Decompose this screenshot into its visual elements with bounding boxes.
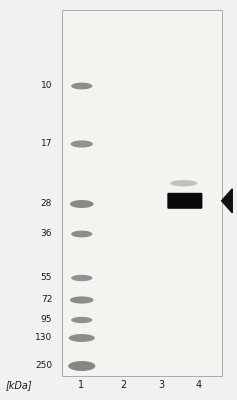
Text: 95: 95: [41, 316, 52, 324]
Ellipse shape: [71, 230, 92, 238]
Text: 1: 1: [77, 380, 84, 390]
Text: 10: 10: [41, 82, 52, 90]
Ellipse shape: [70, 296, 94, 304]
Text: 4: 4: [196, 380, 202, 390]
Text: 250: 250: [35, 362, 52, 370]
Text: 28: 28: [41, 200, 52, 208]
Bar: [62, 10, 222, 376]
Ellipse shape: [70, 140, 93, 148]
Text: 2: 2: [120, 380, 126, 390]
Text: 72: 72: [41, 296, 52, 304]
Text: 130: 130: [35, 334, 52, 342]
Ellipse shape: [71, 317, 92, 323]
Text: [kDa]: [kDa]: [6, 380, 32, 390]
Text: 36: 36: [41, 230, 52, 238]
Ellipse shape: [71, 275, 92, 281]
Ellipse shape: [70, 200, 94, 208]
Ellipse shape: [68, 361, 95, 371]
Text: 3: 3: [158, 380, 164, 390]
Text: 17: 17: [41, 140, 52, 148]
Ellipse shape: [170, 180, 197, 186]
Ellipse shape: [69, 334, 95, 342]
Text: 55: 55: [41, 274, 52, 282]
Ellipse shape: [71, 83, 92, 89]
Polygon shape: [222, 189, 232, 213]
FancyBboxPatch shape: [167, 193, 202, 209]
